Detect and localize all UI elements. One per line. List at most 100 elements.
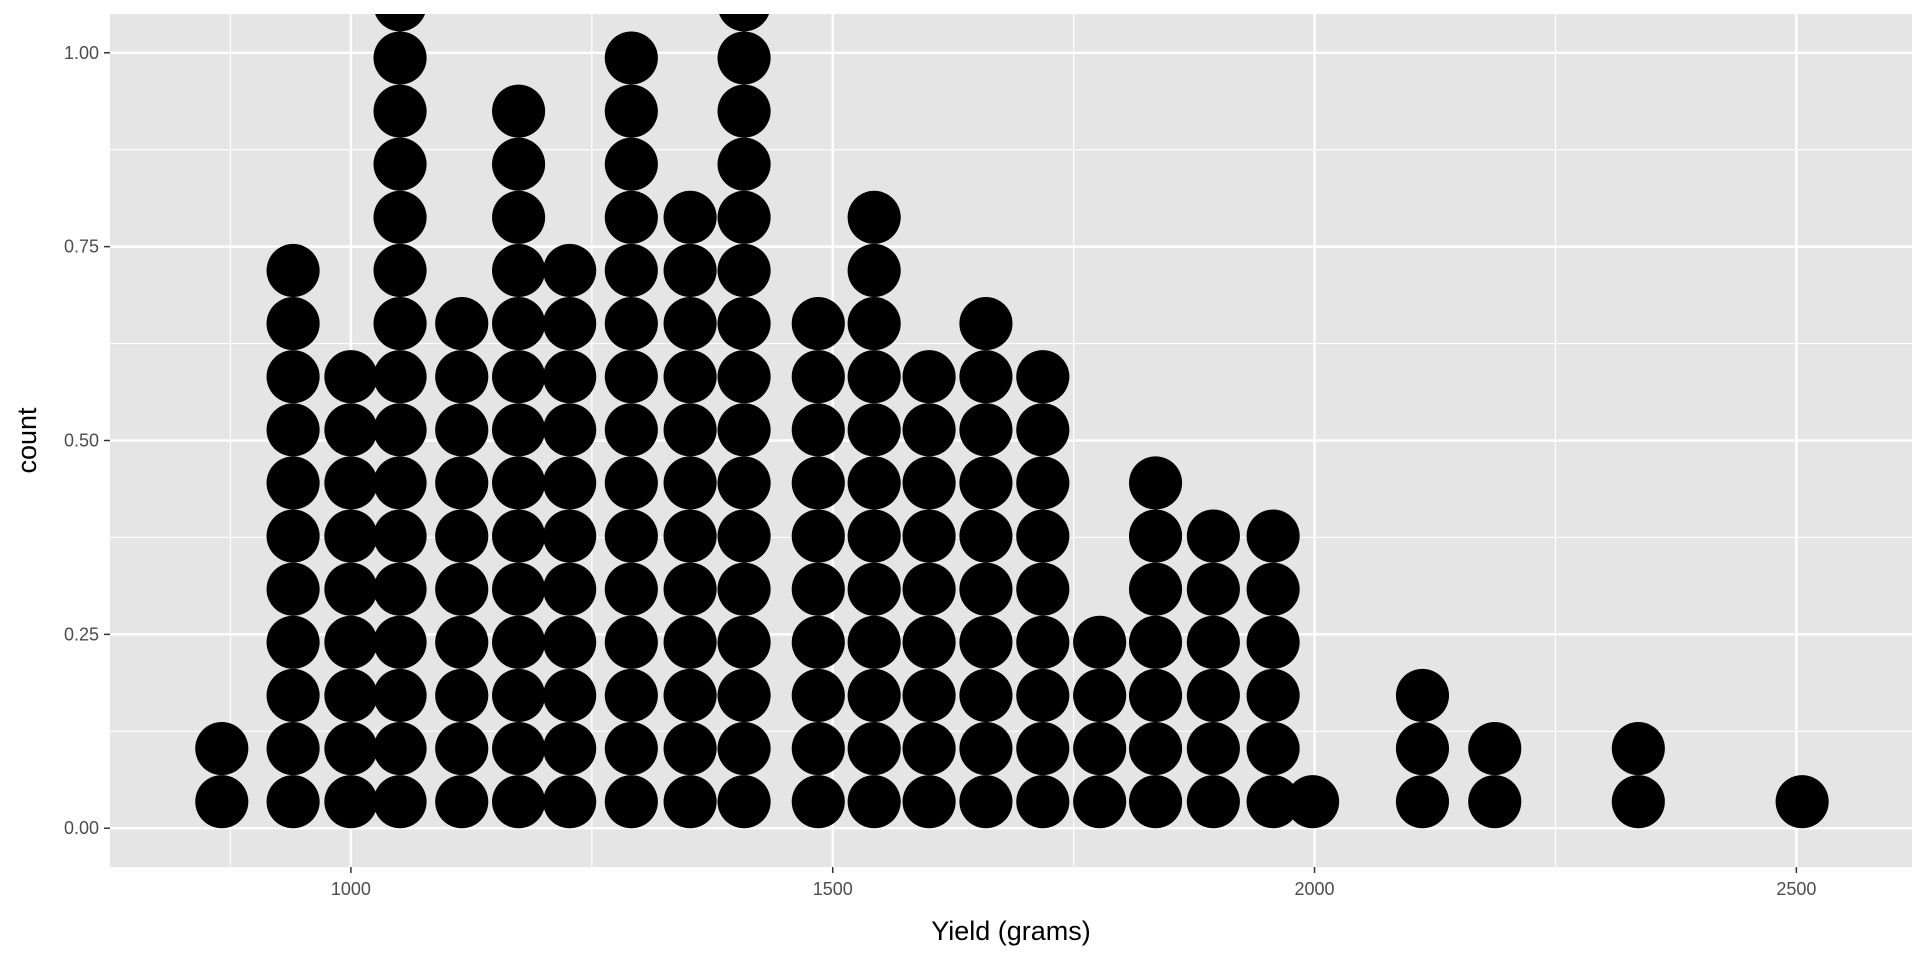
dot-point: [663, 297, 717, 351]
dot-point: [604, 615, 658, 669]
dot-point: [266, 615, 320, 669]
dot-point: [373, 615, 427, 669]
dot-point: [492, 84, 546, 138]
dot-point: [324, 509, 378, 563]
dot-point: [959, 350, 1013, 404]
dot-point: [1611, 721, 1665, 776]
dot-point: [717, 403, 771, 457]
dot-point: [543, 456, 597, 510]
dot-point: [1073, 615, 1127, 669]
dot-point: [604, 668, 658, 722]
dot-point: [959, 297, 1013, 351]
y-axis-title: count: [12, 407, 42, 474]
dot-point: [324, 775, 378, 829]
dot-point: [717, 84, 771, 138]
dot-point: [717, 137, 771, 191]
dot-point: [847, 615, 901, 669]
dot-point: [435, 615, 489, 669]
dot-point: [959, 403, 1013, 457]
dot-point: [1395, 775, 1450, 829]
dot-point: [435, 775, 489, 829]
dot-point: [1073, 721, 1127, 776]
dot-point: [791, 350, 845, 404]
dot-point: [717, 297, 771, 351]
dot-point: [1016, 403, 1070, 457]
dot-point: [266, 297, 320, 351]
y-tick-label: 0.50: [64, 431, 99, 451]
dot-point: [373, 137, 427, 191]
dot-point: [959, 509, 1013, 563]
dot-point: [604, 84, 658, 138]
dot-point: [492, 509, 546, 563]
dot-point: [663, 403, 717, 457]
dot-point: [1186, 668, 1240, 722]
dot-point: [604, 721, 658, 776]
dot-point: [492, 456, 546, 510]
dot-point: [1016, 615, 1070, 669]
y-axis: 0.00 0.25 0.50 0.75 1.00: [64, 43, 110, 838]
dot-point: [847, 721, 901, 776]
dot-point: [717, 509, 771, 563]
dot-point: [847, 350, 901, 404]
dot-point: [1286, 775, 1340, 829]
dot-point: [791, 775, 845, 829]
dot-point: [324, 668, 378, 722]
dot-point: [435, 297, 489, 351]
dot-point: [847, 668, 901, 722]
dot-point: [604, 403, 658, 457]
dot-point: [543, 403, 597, 457]
dot-point: [266, 562, 320, 616]
y-tick-label: 1.00: [64, 43, 99, 63]
dot-point: [717, 31, 771, 85]
dot-point: [663, 350, 717, 404]
dot-point: [1468, 721, 1522, 776]
dot-point: [435, 350, 489, 404]
dot-point: [1246, 562, 1300, 616]
dot-point: [847, 775, 901, 829]
dot-point: [847, 403, 901, 457]
dot-point: [604, 350, 658, 404]
dot-point: [1128, 509, 1183, 563]
dot-point: [543, 562, 597, 616]
dot-point: [663, 668, 717, 722]
dot-point: [324, 456, 378, 510]
dot-point: [543, 243, 597, 298]
dot-point: [492, 137, 546, 191]
dot-point: [492, 190, 546, 244]
dot-point: [663, 509, 717, 563]
dot-point: [324, 350, 378, 404]
dot-point: [373, 509, 427, 563]
dot-point: [1128, 456, 1183, 510]
dot-point: [604, 456, 658, 510]
dot-point: [902, 615, 956, 669]
dot-point: [1186, 562, 1240, 616]
dot-point: [604, 297, 658, 351]
dot-point: [604, 31, 658, 85]
dot-point: [663, 562, 717, 616]
dot-point: [543, 775, 597, 829]
dot-point: [663, 721, 717, 776]
dot-point: [195, 721, 249, 776]
dot-point: [373, 243, 427, 298]
dot-point: [1073, 775, 1127, 829]
x-tick-label: 2000: [1295, 879, 1335, 899]
dot-point: [959, 721, 1013, 776]
dot-point: [902, 668, 956, 722]
dot-point: [847, 297, 901, 351]
x-tick-label: 1500: [813, 879, 853, 899]
dot-point: [717, 775, 771, 829]
dot-point: [717, 615, 771, 669]
dot-point: [492, 243, 546, 298]
y-tick-label: 0.75: [64, 237, 99, 257]
dot-point: [1128, 775, 1183, 829]
dot-point: [902, 456, 956, 510]
x-axis-title: Yield (grams): [931, 916, 1091, 946]
dot-point: [847, 509, 901, 563]
dot-point: [266, 509, 320, 563]
dot-point: [604, 562, 658, 616]
dot-point: [663, 615, 717, 669]
dot-point: [543, 297, 597, 351]
dot-point: [543, 615, 597, 669]
x-tick-label: 1000: [331, 879, 371, 899]
